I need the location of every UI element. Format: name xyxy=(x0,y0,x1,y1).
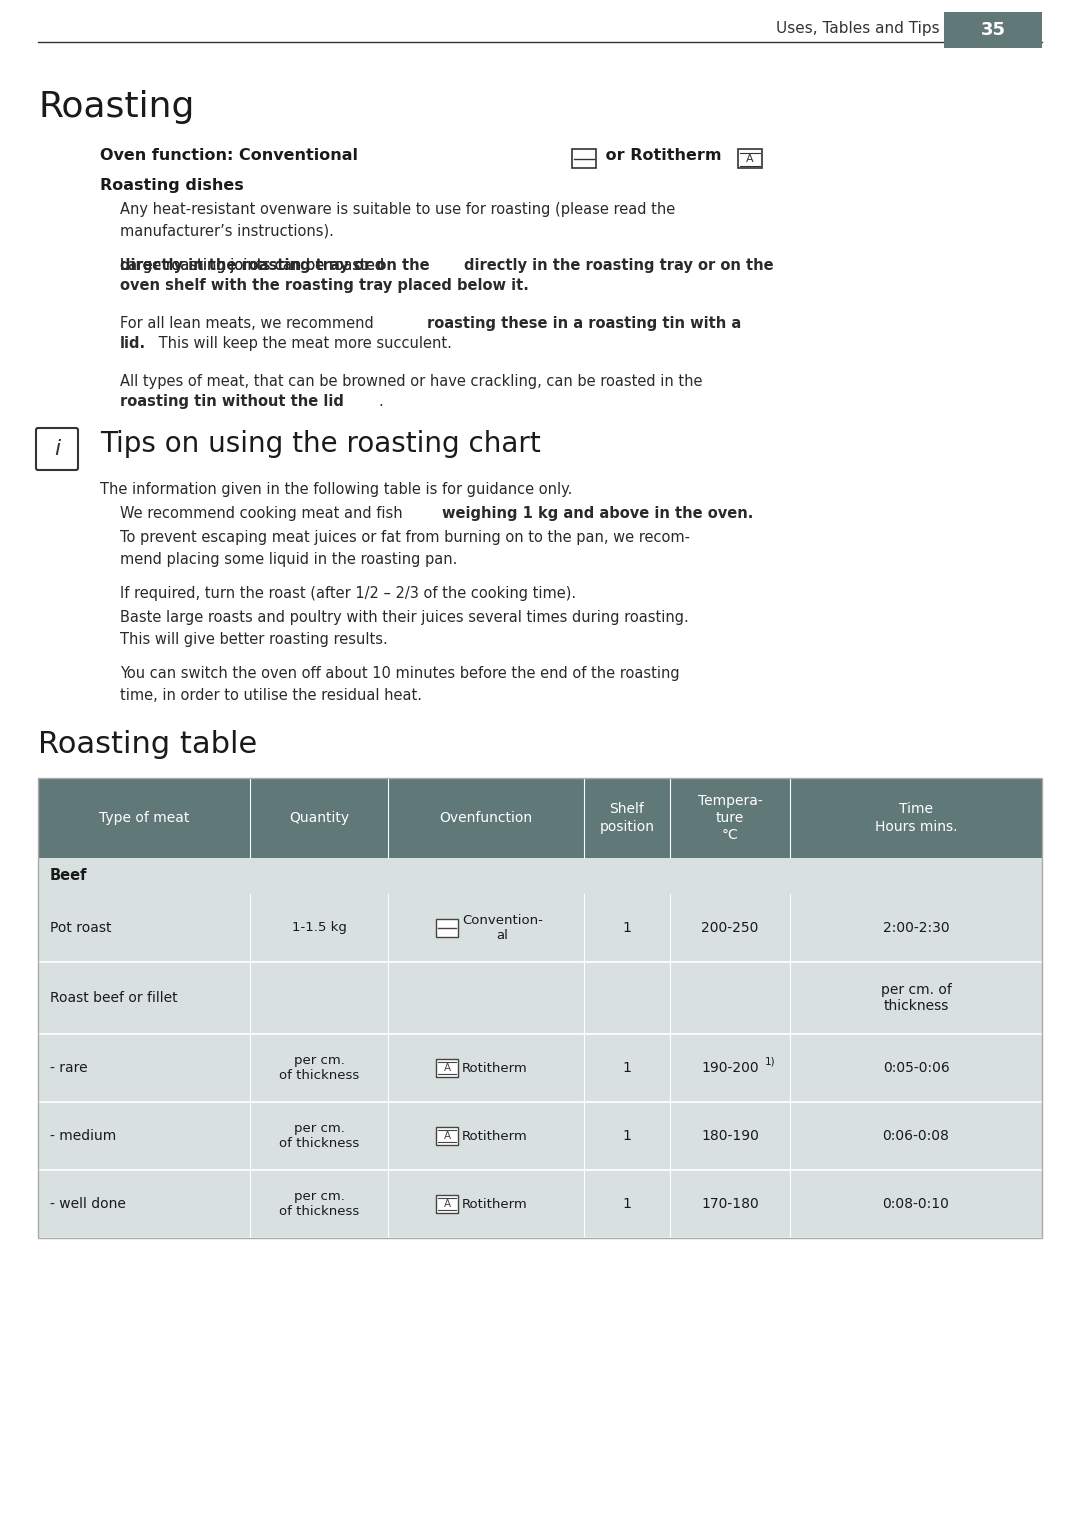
Bar xyxy=(38,894,1042,962)
Text: Pot roast: Pot roast xyxy=(50,920,111,936)
Text: We recommend cooking meat and fish: We recommend cooking meat and fish xyxy=(120,506,407,521)
Text: weighing 1 kg and above in the oven.: weighing 1 kg and above in the oven. xyxy=(442,506,754,521)
Text: Beef: Beef xyxy=(50,868,87,884)
Text: 1-1.5 kg: 1-1.5 kg xyxy=(292,922,347,934)
Text: 0:05-0:06: 0:05-0:06 xyxy=(882,1061,949,1075)
Text: Any heat-resistant ovenware is suitable to use for roasting (please read the
man: Any heat-resistant ovenware is suitable … xyxy=(120,202,675,239)
Text: Tips on using the roasting chart: Tips on using the roasting chart xyxy=(100,430,541,459)
Text: A: A xyxy=(444,1063,450,1073)
Bar xyxy=(38,1102,1042,1170)
Text: 0:06-0:08: 0:06-0:08 xyxy=(882,1128,949,1144)
Text: 2:00-2:30: 2:00-2:30 xyxy=(882,920,949,936)
Text: Oven function: Conventional: Oven function: Conventional xyxy=(100,148,357,164)
Text: Roasting table: Roasting table xyxy=(38,729,257,758)
Text: This will keep the meat more succulent.: This will keep the meat more succulent. xyxy=(154,336,451,352)
Text: Rotitherm: Rotitherm xyxy=(462,1130,528,1142)
Bar xyxy=(38,962,1042,1034)
Text: 180-190: 180-190 xyxy=(701,1128,759,1144)
Bar xyxy=(436,1060,458,1076)
Text: Quantity: Quantity xyxy=(289,810,349,826)
Text: Type of meat: Type of meat xyxy=(98,810,189,826)
Text: roasting tin without the lid: roasting tin without the lid xyxy=(120,394,343,408)
Bar xyxy=(38,858,1042,894)
Text: 1): 1) xyxy=(765,1057,775,1066)
Text: A: A xyxy=(746,154,754,165)
Text: A: A xyxy=(444,1199,450,1209)
Text: 190-200: 190-200 xyxy=(701,1061,759,1075)
Text: All types of meat, that can be browned or have crackling, can be roasted in the: All types of meat, that can be browned o… xyxy=(120,375,702,388)
Text: For all lean meats, we recommend: For all lean meats, we recommend xyxy=(120,317,378,330)
FancyBboxPatch shape xyxy=(36,428,78,469)
Text: 1: 1 xyxy=(622,1128,632,1144)
Text: or Rotitherm: or Rotitherm xyxy=(600,148,721,164)
Text: 1: 1 xyxy=(622,1061,632,1075)
Bar xyxy=(38,778,1042,858)
Text: Shelf
position: Shelf position xyxy=(599,803,654,833)
Text: 200-250: 200-250 xyxy=(701,920,758,936)
Text: Large roasting joints can be roasted: Large roasting joints can be roasted xyxy=(120,258,389,274)
Bar xyxy=(38,778,1042,1238)
Bar xyxy=(436,919,458,937)
Text: i: i xyxy=(54,439,60,459)
Text: .: . xyxy=(378,394,382,408)
Text: Ovenfunction: Ovenfunction xyxy=(440,810,532,826)
Bar xyxy=(436,1127,458,1145)
Text: per cm. of
thickness: per cm. of thickness xyxy=(880,983,951,1014)
Text: per cm.
of thickness: per cm. of thickness xyxy=(279,1053,360,1083)
Bar xyxy=(738,148,762,168)
Text: - well done: - well done xyxy=(50,1197,126,1211)
Bar xyxy=(944,12,1042,47)
Bar xyxy=(38,1034,1042,1102)
Text: Uses, Tables and Tips: Uses, Tables and Tips xyxy=(777,20,940,35)
Text: Roasting dishes: Roasting dishes xyxy=(100,177,244,193)
Text: directly in the roasting tray or on the: directly in the roasting tray or on the xyxy=(120,258,430,274)
Text: A: A xyxy=(444,1131,450,1141)
Text: 1: 1 xyxy=(622,1197,632,1211)
Text: oven shelf with the roasting tray placed below it.: oven shelf with the roasting tray placed… xyxy=(120,278,529,294)
Text: per cm.
of thickness: per cm. of thickness xyxy=(279,1122,360,1150)
Text: Tempera-
ture
°C: Tempera- ture °C xyxy=(698,794,762,842)
Text: 35: 35 xyxy=(981,21,1005,40)
Text: lid.: lid. xyxy=(120,336,146,352)
Text: Rotitherm: Rotitherm xyxy=(462,1197,528,1211)
Text: 1: 1 xyxy=(622,920,632,936)
Text: directly in the roasting tray or on the: directly in the roasting tray or on the xyxy=(464,258,773,274)
Text: You can switch the oven off about 10 minutes before the end of the roasting
time: You can switch the oven off about 10 min… xyxy=(120,667,679,703)
Text: Rotitherm: Rotitherm xyxy=(462,1061,528,1075)
Bar xyxy=(38,1170,1042,1238)
Text: If required, turn the roast (after 1/2 – 2/3 of the cooking time).: If required, turn the roast (after 1/2 –… xyxy=(120,586,576,601)
Text: Baste large roasts and poultry with their juices several times during roasting.
: Baste large roasts and poultry with thei… xyxy=(120,610,689,647)
Text: Large roasting joints can be roasted: Large roasting joints can be roasted xyxy=(120,258,389,274)
Text: roasting these in a roasting tin with a: roasting these in a roasting tin with a xyxy=(427,317,741,330)
Text: 170-180: 170-180 xyxy=(701,1197,759,1211)
Text: To prevent escaping meat juices or fat from burning on to the pan, we recom-
men: To prevent escaping meat juices or fat f… xyxy=(120,531,690,567)
Text: Time
Hours mins.: Time Hours mins. xyxy=(875,803,957,833)
Text: Roasting: Roasting xyxy=(38,90,194,124)
Text: per cm.
of thickness: per cm. of thickness xyxy=(279,1190,360,1219)
Text: 0:08-0:10: 0:08-0:10 xyxy=(882,1197,949,1211)
Text: Roast beef or fillet: Roast beef or fillet xyxy=(50,991,177,1005)
Text: The information given in the following table is for guidance only.: The information given in the following t… xyxy=(100,482,572,497)
Text: - medium: - medium xyxy=(50,1128,117,1144)
Text: - rare: - rare xyxy=(50,1061,87,1075)
Bar xyxy=(436,1196,458,1212)
Bar xyxy=(572,148,596,168)
Text: Convention-
al: Convention- al xyxy=(462,914,543,942)
